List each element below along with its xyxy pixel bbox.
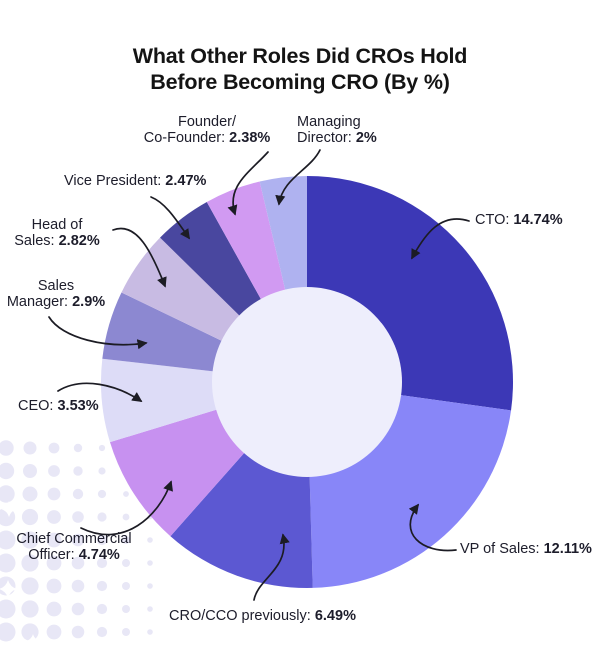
decor-dot [122, 536, 130, 544]
callout-cro-cco: CRO/CCO previously: 6.49% [169, 608, 356, 624]
arrow-head-of-sales [112, 227, 167, 288]
callout-managing-director-line2: Director: 2% [297, 130, 377, 147]
decor-dot [71, 602, 85, 616]
decor-dot [98, 467, 106, 475]
arrow-sales-manager [48, 316, 148, 350]
decor-dot [47, 487, 61, 501]
decor-dot [147, 629, 153, 635]
decor-dot [97, 489, 107, 499]
decor-dot [0, 530, 16, 550]
callout-founder: Founder/ Co-Founder: 2.38% [137, 114, 277, 147]
decor-dot [98, 444, 106, 452]
decor-dot [46, 624, 62, 640]
decor-dot [21, 531, 39, 549]
decor-dot [122, 582, 130, 590]
decor-dot [122, 628, 130, 636]
decor-dot [0, 553, 16, 573]
decor-dot [22, 486, 38, 502]
decor-dot [96, 557, 108, 569]
decor-dot [122, 605, 130, 613]
callout-sales-manager: Sales Manager: 2.9% [1, 278, 111, 311]
callout-head-of-sales: Head of Sales: 2.82% [2, 217, 112, 250]
decor-dot [96, 603, 108, 615]
decor-dot [0, 440, 14, 456]
arrow-cro-cco [253, 533, 290, 601]
callout-cco-line1: Chief Commercial [16, 531, 132, 547]
callout-head-of-sales-line1: Head of [31, 217, 83, 233]
arrow-vp-of-sales [408, 503, 457, 552]
decor-dot [48, 465, 60, 477]
decor-dot [71, 533, 85, 547]
callout-ceo: CEO: 3.53% [18, 398, 99, 414]
arrow-vice-president [150, 196, 190, 240]
decor-dot [73, 443, 83, 453]
decor-dot [21, 554, 39, 572]
decor-dot [0, 599, 16, 619]
decor-dot [47, 510, 61, 524]
decor-dot [97, 512, 107, 522]
donut-hole [212, 287, 402, 477]
chart-title-line1: What Other Roles Did CROs Hold [132, 44, 468, 69]
decor-dot [147, 537, 153, 543]
callout-chief-commercial-officer: Chief Commercial Officer: 4.74% [9, 531, 139, 564]
decor-dot [96, 580, 108, 592]
arrow-founder [227, 151, 269, 216]
callout-sales-manager-line2: Manager: 2.9% [6, 294, 106, 311]
decor-dot [21, 508, 39, 526]
decor-dot [96, 626, 108, 638]
decor-dot [147, 606, 153, 612]
decor-dot [72, 511, 84, 523]
decor-dot [21, 623, 39, 641]
decor-dot [48, 442, 60, 454]
decor-dot [0, 485, 15, 503]
decor-dot [46, 555, 62, 571]
decor-dot [0, 462, 15, 480]
callout-managing-director: Managing Director: 2% [297, 114, 377, 147]
decor-dot [72, 488, 84, 500]
decor-dot [21, 600, 39, 618]
decor-dot [147, 560, 153, 566]
decor-dot [71, 625, 85, 639]
arrow-chief-commercial-officer [80, 480, 173, 536]
decor-dot [71, 579, 85, 593]
decor-dot [46, 578, 62, 594]
callout-vice-president: Vice President: 2.47% [64, 173, 207, 189]
decor-dot [46, 532, 62, 548]
callout-managing-director-line1: Managing [297, 114, 361, 130]
arrow-cto [411, 218, 470, 260]
arrow-managing-director [275, 149, 321, 206]
callout-sales-manager-line1: Sales [37, 278, 75, 294]
callout-founder-line1: Founder/ [177, 114, 237, 130]
decor-sparkle [0, 580, 17, 598]
decor-dot [23, 441, 37, 455]
arrow-ceo [57, 382, 143, 402]
decor-dot [96, 534, 108, 546]
decor-dot [73, 466, 83, 476]
decor-dot [122, 559, 130, 567]
chart-title-line2: Before Becoming CRO (By %) [150, 69, 450, 94]
decor-dot [21, 577, 39, 595]
callout-head-of-sales-line2: Sales: 2.82% [14, 233, 100, 250]
decor-dot [0, 622, 16, 642]
decor-dot [123, 491, 129, 497]
decor-dot [71, 556, 85, 570]
decor-sparkle [26, 634, 40, 648]
decor-dot [122, 513, 130, 521]
callout-founder-line2: Co-Founder: 2.38% [143, 130, 271, 147]
decor-sparkle [1, 501, 17, 517]
decor-dot [23, 464, 37, 478]
decor-dot [46, 601, 62, 617]
callout-cco-line2: Officer: 4.74% [28, 547, 120, 564]
dots-group [0, 440, 153, 648]
decor-dot [147, 583, 153, 589]
chart-title: What Other Roles Did CROs Hold Before Be… [0, 44, 600, 95]
callout-vp-of-sales: VP of Sales: 12.11% [460, 541, 592, 557]
callout-cto: CTO: 14.74% [475, 212, 563, 228]
